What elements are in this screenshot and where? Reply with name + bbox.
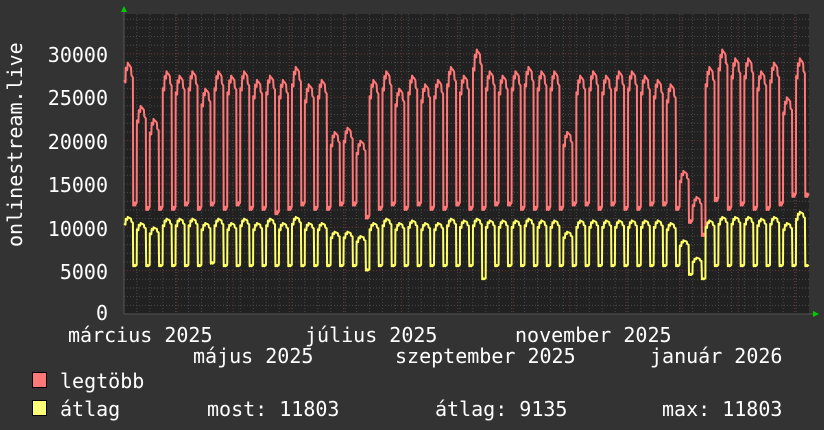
- y-tick-label: 5000: [59, 260, 108, 284]
- series-line-max: [123, 48, 810, 237]
- y-axis-arrow-icon: [121, 6, 127, 12]
- legend-now: most: 11803: [207, 397, 340, 421]
- legend-swatch-max: [32, 372, 47, 388]
- y-axis-title: onlinestream.live: [3, 42, 27, 247]
- y-tick-label: 15000: [47, 173, 108, 197]
- series-line-avg: [123, 210, 810, 281]
- x-tick-label: november 2025: [515, 323, 672, 347]
- x-tick-label: május 2025: [193, 344, 314, 368]
- legend-label-max: legtöbb: [60, 369, 145, 393]
- y-tick-label: 10000: [47, 217, 108, 241]
- x-tick-label: március 2025: [68, 323, 213, 347]
- x-tick-label: szeptember 2025: [395, 344, 576, 368]
- y-tick-label: 25000: [47, 86, 108, 110]
- legend-label-avg: átlag: [60, 397, 121, 421]
- x-tick-label: július 2025: [305, 323, 438, 347]
- legend-maximum: max: 11803: [662, 397, 783, 421]
- y-tick-label: 20000: [47, 130, 108, 154]
- legend-swatch-avg: [32, 400, 47, 416]
- x-axis-arrow-icon: [813, 311, 819, 317]
- legend-average: átlag: 9135: [435, 397, 568, 421]
- y-tick-label: 0: [95, 301, 108, 325]
- y-tick-label: 30000: [47, 43, 108, 67]
- x-tick-label: január 2026: [650, 344, 783, 368]
